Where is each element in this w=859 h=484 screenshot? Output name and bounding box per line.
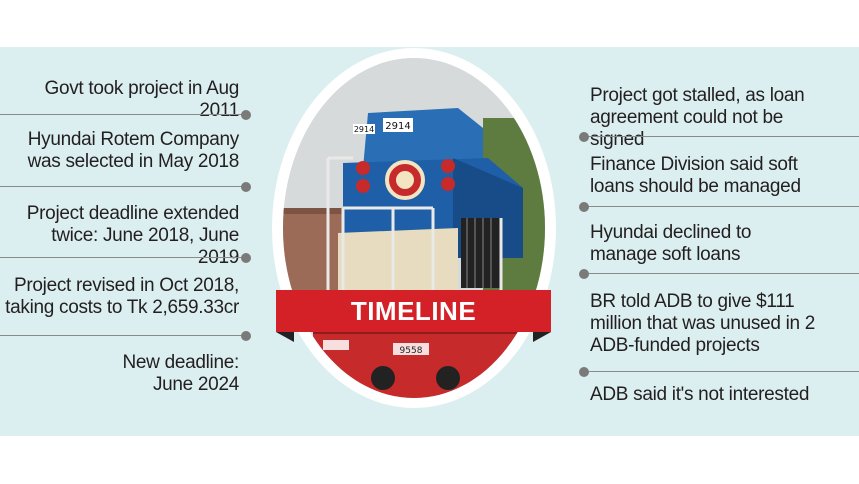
divider	[584, 206, 859, 207]
ribbon-tail-left	[276, 332, 294, 342]
divider	[584, 371, 859, 372]
svg-text:2914: 2914	[385, 121, 410, 132]
divider	[0, 114, 245, 115]
svg-text:9558: 9558	[400, 346, 423, 356]
divider	[0, 335, 245, 336]
divider	[584, 273, 859, 274]
timeline-item-8: Hyundai declined to manage soft loans	[590, 222, 752, 265]
timeline-item-5: New deadline: June 2024	[122, 352, 239, 395]
timeline-dot	[579, 202, 589, 212]
divider	[0, 257, 245, 258]
timeline-dot	[241, 331, 251, 341]
timeline-item-10: ADB said it's not interested	[590, 384, 810, 405]
timeline-item-3: Project deadline extended twice: June 20…	[26, 203, 240, 268]
timeline-heading: TIMELINE	[350, 295, 477, 326]
locomotive-icon: 2914 2914 9558	[283, 58, 545, 398]
timeline-item-1: Govt took project in Aug 2011	[44, 78, 239, 121]
timeline-dot	[241, 253, 251, 263]
timeline-item-4: Project revised in Oct 2018, taking cost…	[5, 275, 239, 318]
timeline-dot	[241, 110, 251, 120]
ribbon-tail-right	[533, 332, 551, 342]
timeline-item-2: Hyundai Rotem Company was selected in Ma…	[27, 129, 240, 172]
timeline-dot	[579, 132, 589, 142]
timeline-dot	[579, 367, 589, 377]
divider	[584, 136, 859, 137]
timeline-item-9: BR told ADB to give $111 million that wa…	[590, 291, 816, 356]
timeline-dot	[579, 269, 589, 279]
timeline-dot	[241, 182, 251, 192]
locomotive-image: 2914 2914 9558	[283, 58, 545, 398]
timeline-ribbon: TIMELINE	[276, 290, 551, 332]
timeline-item-7: Finance Division said soft loans should …	[590, 154, 801, 197]
svg-text:2914: 2914	[354, 125, 374, 134]
timeline-item-6: Project got stalled, as loan agreement c…	[590, 85, 805, 150]
divider	[0, 186, 245, 187]
